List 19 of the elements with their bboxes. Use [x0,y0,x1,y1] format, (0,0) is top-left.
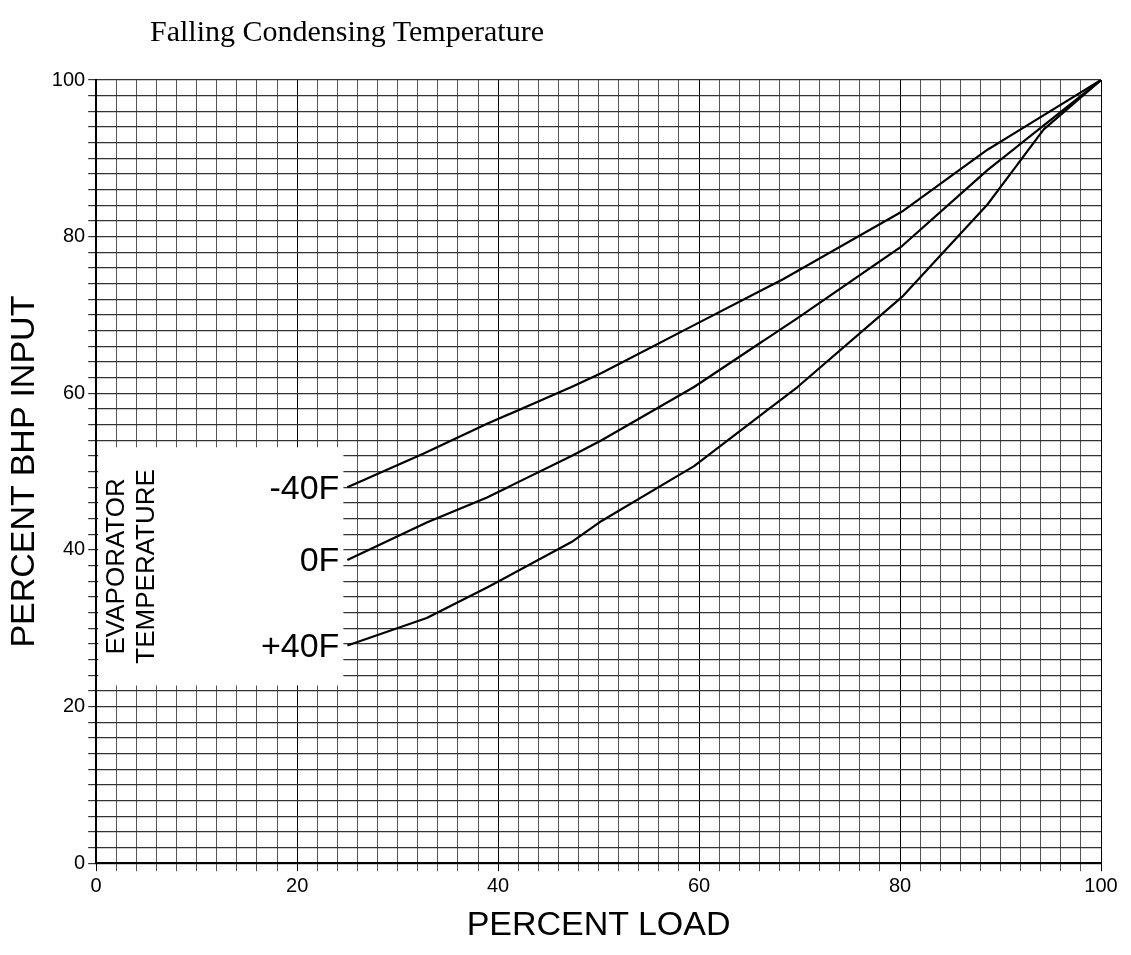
x-tick-label: 0 [90,873,102,896]
chart-title: Falling Condensing Temperature [150,14,544,48]
series-label: 0F [299,540,340,579]
y-tick-label: 60 [62,380,86,403]
x-axis-title: PERCENT LOAD [466,903,731,942]
x-tick-label: 100 [1084,873,1118,896]
x-tick-label: 60 [687,873,711,896]
x-tick-label: 80 [888,873,912,896]
y-axis-title: PERCENT BHP INPUT [2,295,41,648]
x-tick-label: 40 [486,873,510,896]
y-tick-label: 40 [62,537,86,560]
x-tick-label: 20 [286,873,309,896]
y-tick-label: 0 [74,850,86,873]
y-tick-label: 80 [62,224,86,247]
y-tick-label: 100 [51,67,86,90]
series-label: +40F [260,625,340,664]
y-tick-label: 20 [62,694,86,717]
series-label: -40F [269,467,340,506]
legend-title: EVAPORATOR TEMPERATURE [100,469,161,664]
